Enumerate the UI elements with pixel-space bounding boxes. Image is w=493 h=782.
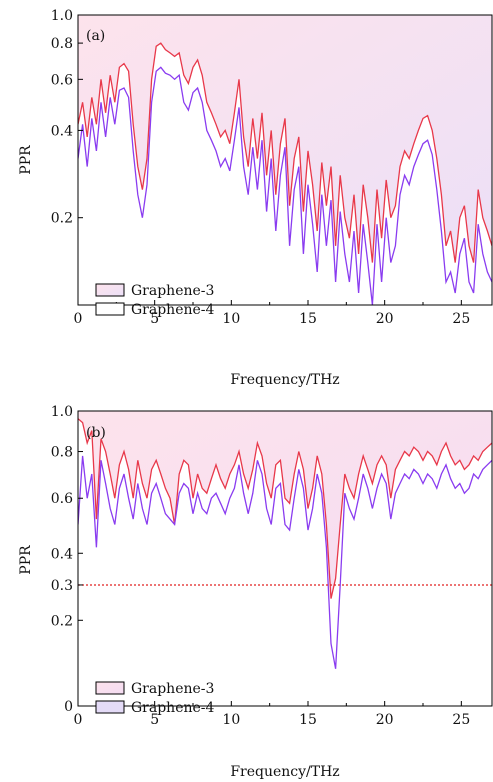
y-tick-label: 0.3 (51, 578, 73, 594)
legend-b-swatch-graphene-3 (95, 681, 125, 695)
y-tick-label: 1.0 (51, 8, 73, 24)
x-tick-label: 15 (299, 712, 317, 728)
x-tick-label: 25 (452, 712, 470, 728)
y-tick-label: 0.8 (51, 445, 73, 461)
legend-a-swatch-graphene-4 (95, 302, 125, 316)
panel-a-label: (a) (86, 28, 105, 44)
y-tick-label: 0.2 (51, 211, 73, 227)
x-tick-label: 5 (150, 712, 159, 728)
graphene-3-area (78, 15, 492, 263)
panel-b-label: (b) (86, 425, 106, 441)
graphene-3-area (78, 411, 492, 599)
panel-b-frame (77, 410, 493, 707)
x-tick-label: 25 (452, 311, 470, 327)
panel-a-plot (78, 15, 492, 305)
panel-a-x-ticks: 0 5 10 15 20 25 (74, 300, 470, 327)
panel-b-xlabel: Frequency/THz (230, 764, 339, 780)
graphene-3-line (78, 418, 492, 599)
panel-b-ylabel: PPR (18, 545, 34, 575)
graphene-3-line (78, 42, 492, 263)
legend-b-swatch-graphene-4 (95, 700, 125, 714)
y-tick-label: 0.8 (51, 36, 73, 52)
legend-b-label-graphene-4: Graphene-4 (131, 700, 215, 716)
panel-b-y-ticks: 0 0.2 0.3 0.4 0.6 0.8 1.0 (51, 404, 83, 715)
graphene-4-line (78, 455, 492, 669)
graphene-4-line (78, 66, 492, 305)
x-tick-label: 10 (222, 712, 240, 728)
y-tick-label: 0.6 (51, 491, 73, 507)
legend-b-label-graphene-3: Graphene-3 (131, 681, 214, 697)
panel-a-ylabel: PPR (18, 145, 34, 175)
legend-a-label-graphene-4: Graphene-4 (131, 302, 215, 318)
legend-a-swatch-graphene-3 (95, 283, 125, 297)
legend-a-label-graphene-3: Graphene-3 (131, 283, 214, 299)
panel-b: 0 5 10 15 20 25 0 0.2 0.3 0.4 0.6 0.8 1.0 (b) Frequ… (18, 404, 493, 780)
x-tick-label: 15 (299, 311, 317, 327)
y-tick-label: 0 (64, 699, 73, 715)
x-tick-label: 5 (150, 311, 159, 327)
x-tick-label: 20 (376, 712, 394, 728)
panel-b-x-ticks: 0 5 10 15 20 25 (74, 701, 470, 728)
panel-a-y-ticks: 0.2 0.4 0.6 0.8 1.0 (51, 8, 83, 227)
x-tick-label: 20 (376, 311, 394, 327)
x-tick-label: 10 (222, 311, 240, 327)
panel-a: 0 5 10 15 20 25 0.2 0.4 0.6 0.8 1.0 (a) Frequency… (18, 8, 493, 388)
y-tick-label: 1.0 (51, 404, 73, 420)
x-tick-label: 0 (74, 712, 83, 728)
panel-b-plot (78, 411, 492, 669)
y-tick-label: 0.4 (51, 546, 73, 562)
panel-a-xlabel: Frequency/THz (230, 372, 339, 388)
y-tick-label: 0.4 (51, 123, 73, 139)
x-tick-label: 0 (74, 311, 83, 327)
panel-b-legend: Graphene-3 Graphene-4 (95, 681, 215, 716)
panel-a-frame (77, 14, 493, 306)
y-tick-label: 0.2 (51, 613, 73, 629)
panel-a-legend: Graphene-3 Graphene-4 (95, 283, 215, 318)
y-tick-label: 0.6 (51, 72, 73, 88)
